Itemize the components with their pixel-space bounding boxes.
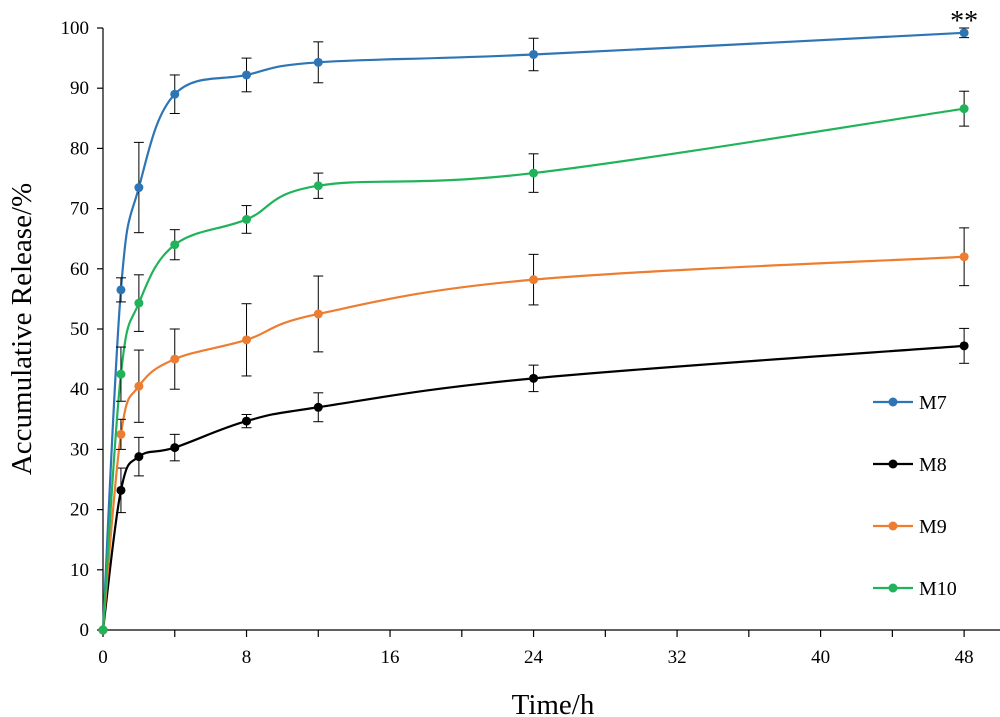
data-point	[170, 443, 180, 453]
data-point	[134, 452, 144, 462]
data-point	[134, 298, 144, 308]
legend-label: M9	[919, 516, 947, 538]
x-tick-label: 48	[955, 647, 974, 668]
legend-swatch-marker	[888, 583, 898, 593]
data-point	[116, 285, 126, 295]
x-tick-label: 40	[811, 647, 830, 668]
series-m10	[98, 90, 970, 635]
series-m8	[98, 327, 970, 635]
series-group	[98, 27, 970, 635]
data-point	[170, 240, 180, 250]
data-point	[529, 49, 539, 59]
data-point	[242, 416, 252, 426]
legend-swatch-marker	[888, 459, 898, 469]
legend-label: M7	[919, 392, 947, 414]
series-m7	[98, 27, 970, 635]
legend-label: M8	[919, 454, 947, 476]
x-tick-label: 32	[668, 647, 687, 668]
y-tick-label: 60	[70, 259, 89, 280]
legend-label: M10	[919, 578, 957, 600]
data-point	[170, 89, 180, 99]
data-point	[134, 183, 144, 193]
data-point	[116, 429, 126, 439]
legend-swatch-marker	[888, 521, 898, 531]
data-point	[959, 104, 969, 114]
legend-item-m10: M10	[873, 578, 957, 600]
y-tick-label: 30	[70, 439, 89, 460]
y-tick-label: 100	[61, 18, 90, 39]
y-tick-label: 10	[70, 560, 89, 581]
legend-item-m7: M7	[873, 392, 947, 414]
data-point	[242, 335, 252, 345]
y-tick-label: 40	[70, 379, 89, 400]
y-tick-label: 80	[70, 138, 89, 159]
data-point	[959, 252, 969, 262]
x-tick-label: 16	[381, 647, 400, 668]
data-point	[313, 181, 323, 191]
data-point	[98, 625, 108, 635]
y-tick-label: 90	[70, 78, 89, 99]
data-point	[242, 214, 252, 224]
x-tick-label: 24	[524, 647, 544, 668]
significance-annotation: **	[950, 6, 978, 37]
data-point	[313, 309, 323, 319]
data-point	[116, 369, 126, 379]
series-line	[101, 344, 965, 631]
data-point	[529, 373, 539, 383]
series-m9	[98, 227, 970, 635]
y-tick-label: 0	[80, 620, 90, 641]
x-tick-label: 0	[98, 647, 108, 668]
legend: M7 M8 M9 M10	[873, 392, 957, 600]
data-point	[134, 381, 144, 391]
data-point	[242, 70, 252, 80]
data-point	[116, 485, 126, 495]
axes: 0 10 20 30 40 50 60 70 80 90 100 0 8 16 24 32 40 48	[61, 18, 1000, 668]
series-line	[101, 31, 965, 631]
data-point	[959, 341, 969, 351]
data-point	[313, 402, 323, 412]
legend-item-m9: M9	[873, 516, 947, 538]
legend-swatch-marker	[888, 397, 898, 407]
y-axis-title: Accumulative Release/%	[6, 183, 38, 475]
x-tick-label: 8	[242, 647, 252, 668]
y-tick-label: 70	[70, 199, 89, 220]
y-tick-label: 50	[70, 319, 89, 340]
series-line	[101, 255, 965, 631]
data-point	[959, 28, 969, 38]
data-point	[313, 57, 323, 67]
data-point	[170, 354, 180, 364]
data-point	[529, 275, 539, 285]
data-point	[529, 168, 539, 178]
y-tick-label: 20	[70, 500, 89, 521]
x-axis-title: Time/h	[512, 689, 595, 717]
legend-item-m8: M8	[873, 454, 947, 476]
